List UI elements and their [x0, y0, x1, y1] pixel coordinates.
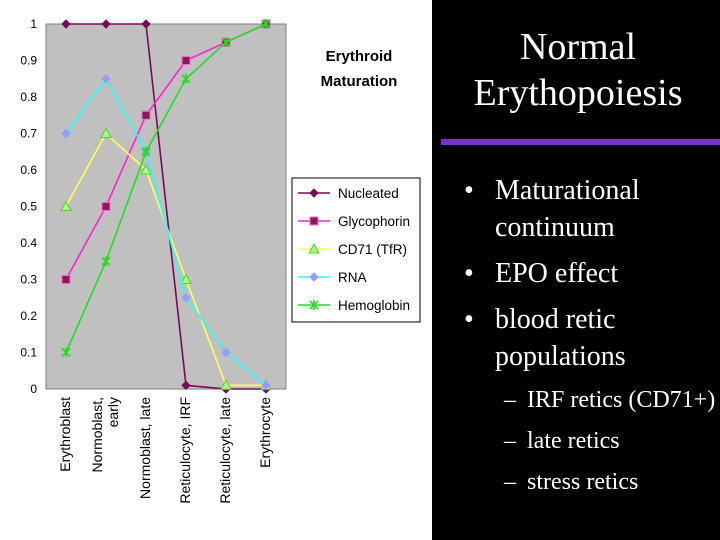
bullet-dot-icon: • [464, 304, 474, 335]
data-point [101, 256, 111, 267]
y-tick-label: 0.6 [20, 163, 37, 177]
bullet-text: Maturational continuum [495, 175, 640, 243]
legend-item: Glycophorin [298, 214, 410, 229]
data-point [181, 293, 191, 303]
y-axis: 0 0.1 0.2 0.3 0.4 0.5 0.6 0.7 0.8 0.9 1 [20, 17, 37, 396]
data-point [60, 200, 72, 211]
data-point [181, 73, 191, 84]
chart-title-line-1: Erythroid [326, 48, 393, 65]
data-point [261, 380, 271, 391]
x-tick-label: Reticulocyte, IRF [177, 397, 193, 504]
x-tick-label: Normoblast, early [89, 397, 121, 472]
data-point [61, 275, 71, 284]
x-tick-label-line: Reticulocyte, late [217, 397, 233, 504]
bullet-dot-icon: • [464, 175, 474, 206]
data-point [61, 128, 71, 139]
bullet-item: • blood retic populations [462, 301, 717, 375]
data-point [309, 300, 319, 310]
sub-bullet-list: – IRF retics (CD71+) – late retics – stress… [504, 384, 717, 498]
slide-title-line-2: Erythopoiesis [473, 72, 683, 114]
y-tick-label: 0 [30, 382, 37, 396]
data-point [309, 188, 319, 198]
data-point [180, 273, 192, 284]
data-point [181, 56, 191, 65]
data-point [308, 242, 320, 254]
y-tick-label: 0.3 [20, 273, 37, 287]
data-point [221, 347, 231, 358]
sub-bullet-text: late retics [527, 428, 620, 454]
x-tick-label-line: Erythrocyte [257, 397, 273, 468]
data-point [101, 19, 111, 29]
series-line [66, 23, 266, 390]
y-tick-label: 0.5 [20, 200, 37, 214]
legend-item: Hemoglobin [298, 298, 410, 313]
x-tick-label-line: Normoblast, [89, 397, 105, 472]
data-point [141, 110, 151, 120]
legend-label: Hemoglobin [338, 298, 410, 313]
data-point [100, 127, 112, 138]
bullet-text: EPO effect [495, 258, 619, 289]
data-point [261, 19, 271, 29]
slide-title-line-1: Normal [519, 26, 637, 68]
bullet-text: blood retic populations [495, 304, 626, 372]
data-point [141, 146, 151, 157]
series-layer [60, 19, 272, 394]
x-tick-label: Erythrocyte [257, 397, 273, 468]
x-tick-label-line: Reticulocyte, IRF [177, 397, 193, 504]
x-tick-label: Normoblast, late [137, 397, 153, 499]
slide-title: Normal Erythopoiesis [446, 24, 710, 116]
title-divider [441, 139, 720, 145]
sub-bullet-item: – late retics [504, 425, 717, 457]
data-point [309, 216, 319, 226]
y-tick-label: 0.7 [20, 127, 37, 141]
y-tick-label: 0.1 [20, 346, 37, 360]
data-point [309, 272, 319, 282]
bullet-dot-icon: • [464, 258, 474, 289]
chart-title-line-2: Maturation [321, 73, 398, 90]
dash-icon: – [504, 387, 516, 413]
legend-item: RNA [298, 270, 367, 285]
bullet-item: • EPO effect [462, 255, 717, 292]
line-chart: 0 0.1 0.2 0.3 0.4 0.5 0.6 0.7 0.8 0.9 1 Erythrobla… [20, 17, 421, 504]
y-tick-label: 0.2 [20, 309, 37, 323]
sub-bullet-text: stress retics [527, 469, 639, 495]
legend-label: RNA [338, 270, 367, 285]
data-point [141, 19, 151, 29]
y-tick-label: 0.9 [20, 54, 37, 68]
data-point [101, 202, 111, 211]
sub-bullet-item: – IRF retics (CD71+) [504, 384, 717, 416]
legend-label: CD71 (TfR) [338, 242, 407, 257]
x-tick-label-line: Erythroblast [57, 397, 73, 472]
data-point [221, 37, 231, 48]
data-point [101, 74, 111, 84]
data-point [61, 347, 71, 358]
data-point [61, 19, 71, 29]
series-line [65, 77, 267, 386]
bullet-list: • Maturational continuum • EPO effect • blo… [462, 172, 717, 507]
data-point [181, 380, 191, 391]
data-point [220, 379, 232, 390]
x-tick-label: Reticulocyte, late [217, 397, 233, 504]
sub-bullet-text: IRF retics (CD71+) [527, 387, 716, 413]
y-tick-label: 0.8 [20, 90, 37, 104]
bullet-item: • Maturational continuum [462, 172, 717, 246]
x-axis: Erythroblast Normoblast, early Normoblast, … [57, 397, 273, 504]
data-point [140, 163, 152, 175]
legend-item: CD71 (TfR) [298, 242, 407, 257]
dash-icon: – [504, 428, 516, 454]
x-tick-label-line: Normoblast, late [137, 397, 153, 499]
sub-bullet-item: – stress retics [504, 466, 717, 498]
legend-item: Nucleated [298, 186, 399, 201]
y-tick-label: 0.4 [20, 236, 37, 250]
legend-label: Nucleated [338, 186, 399, 201]
legend: Nucleated Glycophorin CD71 (TfR) RNA Hemoglo… [298, 186, 410, 313]
y-tick-label: 1 [30, 17, 37, 31]
series-line [65, 23, 267, 353]
x-tick-label-line: early [105, 397, 121, 427]
chart-panel: 0 0.1 0.2 0.3 0.4 0.5 0.6 0.7 0.8 0.9 1 Erythrobla… [0, 0, 432, 540]
dash-icon: – [504, 469, 516, 495]
legend-label: Glycophorin [338, 214, 410, 229]
x-tick-label: Erythroblast [57, 397, 73, 472]
